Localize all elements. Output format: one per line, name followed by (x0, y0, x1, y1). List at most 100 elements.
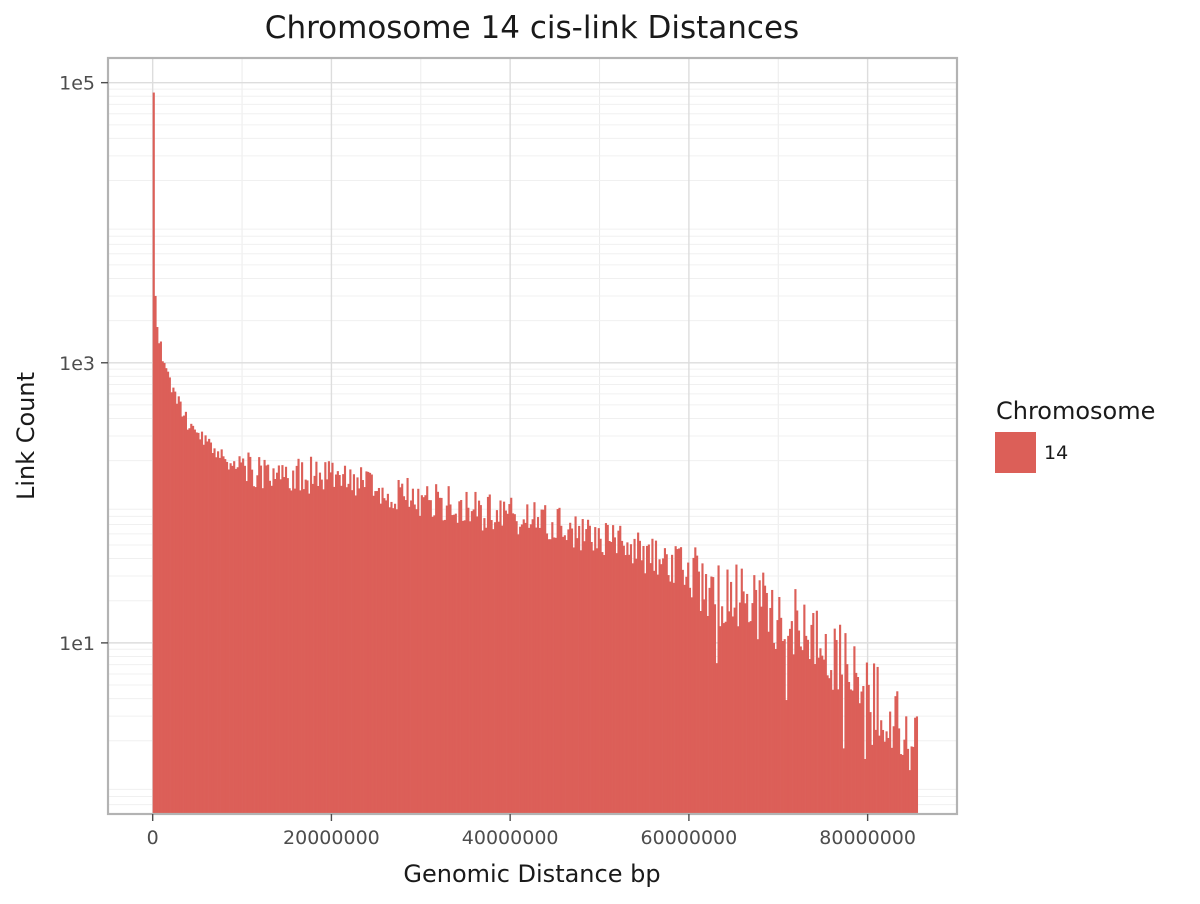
histogram-bar (211, 453, 214, 814)
histogram-bar (663, 548, 667, 814)
histogram-bar (388, 507, 391, 814)
histogram-bar (520, 524, 524, 814)
histogram-bar (556, 509, 559, 814)
histogram-bar (277, 465, 280, 814)
histogram-bar (302, 489, 305, 814)
histogram-bar (517, 534, 520, 814)
histogram-bar (281, 465, 284, 814)
histogram-bar (513, 514, 516, 814)
histogram-bar (267, 464, 270, 814)
histogram-bar (276, 472, 279, 814)
histogram-bar (508, 504, 511, 814)
histogram-bar (199, 439, 202, 814)
histogram-bar (204, 435, 207, 814)
histogram-bar (717, 565, 720, 814)
histogram-bar (908, 770, 911, 814)
histogram-bar (592, 550, 595, 814)
histogram-bar (336, 471, 339, 814)
histogram-bar (758, 580, 761, 814)
histogram-bar (308, 493, 311, 814)
histogram-bar (177, 396, 180, 814)
histogram-bar (436, 491, 440, 814)
histogram-bar (361, 480, 364, 814)
histogram-bar (805, 635, 808, 814)
histogram-bar (451, 515, 454, 814)
histogram-bar (283, 477, 286, 814)
histogram-bar (685, 576, 688, 814)
histogram-bar (240, 462, 243, 814)
histogram-bar (817, 657, 820, 814)
histogram-bar (410, 500, 413, 814)
histogram-bar (615, 553, 618, 814)
histogram-bar (728, 611, 731, 814)
x-tick-label: 20000000 (283, 827, 380, 849)
x-tick-label: 80000000 (819, 827, 916, 849)
histogram-bar (601, 552, 604, 814)
histogram-bar (320, 479, 323, 814)
histogram-bar (444, 519, 447, 814)
histogram-bar (395, 509, 398, 814)
histogram-bar (393, 503, 397, 814)
histogram-bar (175, 403, 179, 814)
histogram-bar (431, 516, 434, 814)
histogram-bar (903, 739, 906, 814)
histogram-bar (179, 401, 182, 814)
histogram-bar (622, 545, 625, 814)
histogram-bar (506, 513, 509, 814)
histogram-bar (368, 472, 372, 814)
histogram-bar (545, 533, 549, 814)
histogram-bar (753, 575, 756, 814)
histogram-bar (699, 611, 702, 814)
histogram-bar (915, 716, 919, 814)
histogram-bar (390, 501, 393, 814)
histogram-bar (883, 741, 886, 814)
histogram-bar (376, 491, 379, 814)
histogram-bar (765, 592, 768, 814)
histogram-bar (881, 729, 885, 814)
histogram-bar (343, 465, 347, 814)
histogram-bar (272, 468, 275, 814)
histogram-bar (481, 530, 484, 814)
histogram-bar (585, 529, 588, 814)
histogram-bar (799, 646, 802, 814)
histogram-bar (569, 522, 572, 814)
histogram-bar (579, 550, 583, 814)
histogram-bar (819, 648, 822, 814)
histogram-bar (719, 626, 722, 814)
histogram-bar (519, 526, 522, 814)
histogram-bar (785, 700, 788, 814)
histogram-bar (392, 508, 395, 814)
histogram-bar (858, 703, 861, 814)
histogram-bar (640, 560, 643, 814)
histogram-bar (724, 621, 727, 814)
histogram-bar (208, 438, 211, 814)
histogram-bar (419, 515, 422, 814)
histogram-bar (411, 488, 414, 814)
x-tick-label: 60000000 (641, 827, 738, 849)
histogram-bar (522, 519, 525, 814)
histogram-bar (742, 591, 745, 814)
histogram-bar (533, 502, 536, 814)
histogram-bar (536, 517, 540, 814)
x-tick-label: 0 (147, 827, 159, 849)
histogram-bar (265, 465, 268, 814)
histogram-bar (572, 547, 575, 814)
histogram-bar (628, 554, 631, 814)
histogram-bar (896, 691, 899, 814)
histogram-bar (654, 540, 658, 814)
histogram-bar (914, 717, 917, 814)
histogram-bar (170, 392, 173, 814)
histogram-bar (304, 479, 307, 814)
histogram-bar (183, 415, 186, 814)
histogram-bar (797, 630, 801, 814)
histogram-bar (225, 461, 229, 814)
histogram-bar (399, 487, 402, 814)
histogram-bar (635, 558, 638, 814)
histogram-bar (326, 479, 329, 814)
histogram-bar (445, 505, 448, 814)
histogram-bar (824, 633, 827, 814)
histogram-bar (424, 495, 427, 814)
histogram-bar (499, 500, 502, 814)
histogram-bar (642, 546, 645, 814)
